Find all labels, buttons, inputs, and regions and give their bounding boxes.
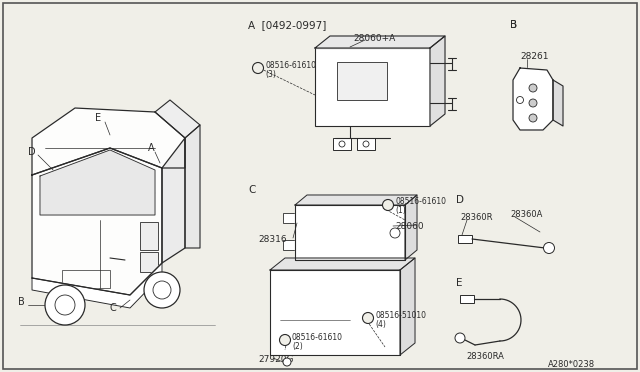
Bar (283, 213, 297, 223)
Text: E: E (95, 113, 101, 123)
Bar (333, 138, 351, 150)
Bar (62, 270, 110, 288)
Polygon shape (32, 263, 162, 308)
Polygon shape (405, 195, 417, 260)
Polygon shape (270, 270, 400, 355)
Text: B: B (510, 20, 517, 30)
Text: (3): (3) (265, 70, 276, 78)
Text: B: B (18, 297, 25, 307)
Text: C: C (110, 303, 116, 313)
Text: 28360A: 28360A (510, 210, 542, 219)
Text: 28316: 28316 (258, 235, 287, 244)
Text: (1): (1) (395, 206, 406, 215)
Circle shape (543, 243, 554, 253)
Bar (337, 62, 387, 100)
Polygon shape (32, 108, 185, 175)
Circle shape (383, 199, 394, 211)
Circle shape (253, 62, 264, 74)
Circle shape (283, 358, 291, 366)
Polygon shape (295, 205, 405, 260)
Text: E: E (456, 278, 463, 288)
Polygon shape (295, 195, 417, 205)
Text: 27920G: 27920G (258, 355, 294, 364)
Bar (283, 240, 297, 250)
Text: 28261: 28261 (520, 52, 548, 61)
Text: 28360R: 28360R (460, 213, 493, 222)
Text: (2): (2) (292, 341, 303, 350)
Circle shape (363, 141, 369, 147)
Polygon shape (400, 258, 415, 355)
Bar (315, 48, 430, 126)
Circle shape (339, 141, 345, 147)
Polygon shape (270, 258, 415, 270)
Text: C: C (248, 185, 255, 195)
Circle shape (390, 228, 400, 238)
Polygon shape (155, 100, 200, 138)
Text: D: D (28, 147, 36, 157)
Text: S: S (365, 315, 371, 321)
Bar (140, 222, 158, 250)
Text: D: D (456, 195, 464, 205)
Text: A  [0492-0997]: A [0492-0997] (248, 20, 326, 30)
Text: 08516-61610: 08516-61610 (265, 61, 316, 70)
Polygon shape (315, 36, 445, 48)
Text: 08516-51010: 08516-51010 (375, 311, 426, 320)
Bar (140, 252, 158, 272)
Polygon shape (185, 125, 200, 248)
Polygon shape (40, 150, 155, 215)
Text: S: S (385, 202, 390, 208)
Circle shape (529, 84, 537, 92)
Polygon shape (430, 36, 445, 126)
Text: B: B (510, 20, 517, 30)
Circle shape (516, 96, 524, 103)
Circle shape (529, 99, 537, 107)
Circle shape (144, 272, 180, 308)
Text: 28360RA: 28360RA (466, 352, 504, 361)
Text: A280*0238: A280*0238 (548, 360, 595, 369)
Text: 28060: 28060 (395, 222, 424, 231)
Polygon shape (513, 68, 553, 130)
Text: S: S (255, 65, 260, 71)
Text: S: S (282, 337, 287, 343)
Bar (357, 138, 375, 150)
Polygon shape (553, 80, 563, 126)
Bar (280, 282, 330, 312)
Polygon shape (162, 138, 185, 263)
Circle shape (362, 312, 374, 324)
Text: 08516-61610: 08516-61610 (292, 333, 343, 341)
Bar (460, 295, 474, 303)
Text: (4): (4) (375, 320, 386, 328)
Bar (458, 235, 472, 243)
Circle shape (455, 333, 465, 343)
Circle shape (529, 114, 537, 122)
Text: 28060+A: 28060+A (353, 34, 396, 43)
Polygon shape (32, 148, 162, 295)
Text: A: A (148, 143, 155, 153)
Text: 08516-61610: 08516-61610 (395, 198, 446, 206)
Circle shape (45, 285, 85, 325)
Circle shape (280, 334, 291, 346)
